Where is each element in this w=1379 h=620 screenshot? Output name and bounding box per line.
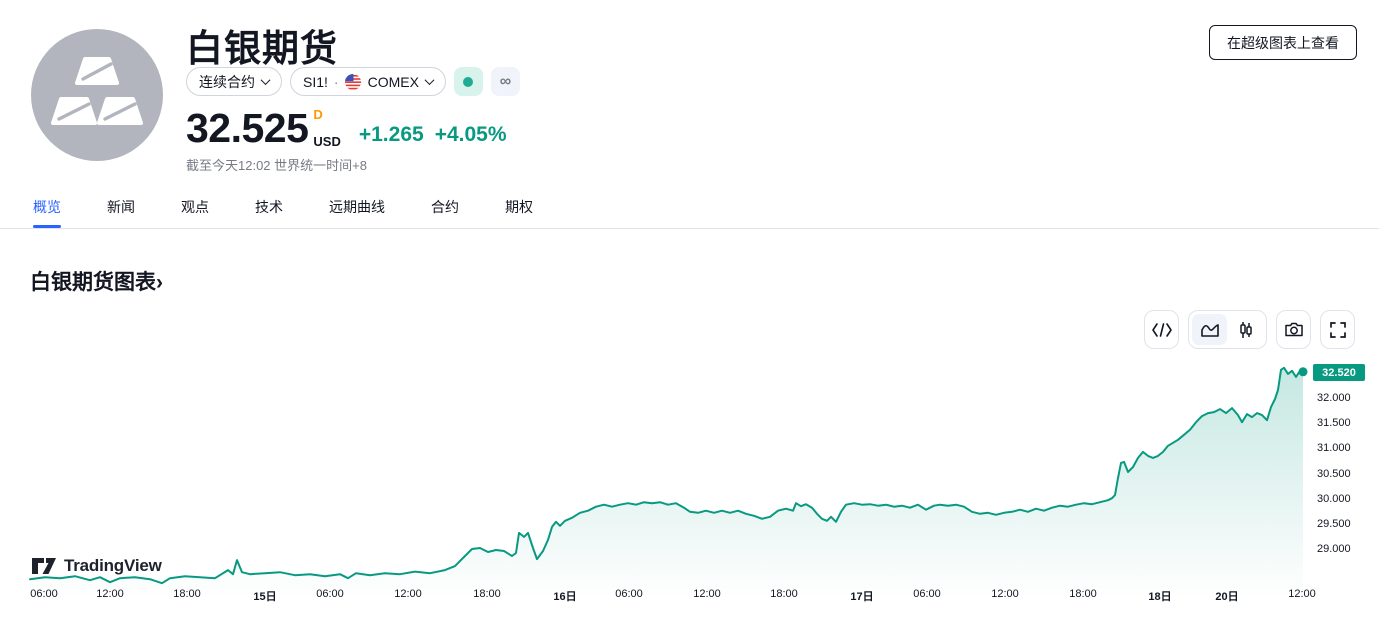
time-axis-label: 12:00 bbox=[693, 588, 721, 600]
continuous-contract-button[interactable]: ∞ bbox=[490, 67, 520, 96]
price-axis-label: 29.000 bbox=[1317, 543, 1351, 555]
last-price-badge: 32.520 bbox=[1313, 364, 1365, 381]
exchange-label: COMEX bbox=[367, 73, 419, 90]
currency-label: USD bbox=[313, 134, 341, 149]
symbol-controls: 连续合约 SI1! · bbox=[186, 67, 520, 96]
time-axis-label: 06:00 bbox=[913, 588, 941, 600]
time-axis-label: 06:00 bbox=[30, 588, 58, 600]
timeframe-badge: D bbox=[313, 107, 323, 122]
symbol-exchange-dropdown[interactable]: SI1! · COMEX bbox=[290, 67, 446, 96]
page-tabs: 概览 新闻 观点 技术 远期曲线 合约 期权 bbox=[0, 197, 1379, 229]
change-percent: +4.05% bbox=[434, 123, 507, 146]
price-change: +1.265 +4.05% bbox=[359, 123, 507, 150]
tab-4[interactable]: 远期曲线 bbox=[329, 199, 385, 215]
us-flag-icon bbox=[344, 73, 361, 90]
time-axis-label: 17日 bbox=[850, 591, 874, 603]
open-superchart-button[interactable]: 在超级图表上查看 bbox=[1209, 25, 1357, 60]
price-axis-label: 31.000 bbox=[1317, 442, 1351, 454]
tab-2[interactable]: 观点 bbox=[181, 199, 209, 215]
area-chart-icon bbox=[1200, 323, 1219, 337]
chart-style-switcher bbox=[1188, 310, 1267, 349]
tab-1[interactable]: 新闻 bbox=[107, 199, 135, 215]
time-axis-label: 16日 bbox=[553, 591, 577, 603]
market-open-dot-icon bbox=[463, 76, 474, 87]
time-axis-label: 12:00 bbox=[991, 588, 1019, 600]
change-absolute: +1.265 bbox=[358, 123, 424, 146]
fullscreen-icon bbox=[1329, 321, 1346, 338]
time-axis-label: 18日 bbox=[1148, 591, 1172, 603]
code-icon bbox=[1151, 322, 1172, 337]
time-axis-label: 15日 bbox=[253, 591, 277, 603]
fullscreen-button[interactable] bbox=[1320, 310, 1355, 349]
time-axis-label: 18:00 bbox=[1069, 588, 1097, 600]
tab-0[interactable]: 概览 bbox=[33, 197, 61, 228]
chevron-down-icon bbox=[260, 75, 271, 86]
price-axis-label: 30.000 bbox=[1317, 493, 1351, 505]
time-axis-label: 06:00 bbox=[316, 588, 344, 600]
time-axis-label: 20日 bbox=[1215, 591, 1239, 603]
tradingview-logo-icon bbox=[32, 558, 56, 574]
as-of-timestamp: 截至今天12:02 世界统一时间+8 bbox=[186, 158, 367, 173]
time-axis-label: 12:00 bbox=[394, 588, 422, 600]
snapshot-button[interactable] bbox=[1276, 310, 1311, 349]
price-block: 32.525 D USD +1.265 +4.05% bbox=[186, 106, 507, 150]
silver-ingots-icon bbox=[51, 57, 143, 125]
time-axis-label: 06:00 bbox=[615, 588, 643, 600]
infinity-icon: ∞ bbox=[499, 72, 512, 90]
tradingview-attribution[interactable]: TradingView bbox=[31, 556, 162, 576]
embed-code-button[interactable] bbox=[1144, 310, 1179, 349]
tradingview-logo-text: TradingView bbox=[64, 556, 162, 575]
separator-dot: · bbox=[333, 73, 339, 90]
candles-chart-style-button[interactable] bbox=[1228, 314, 1263, 345]
chevron-down-icon bbox=[424, 75, 435, 86]
page-title: 白银期货 bbox=[186, 28, 338, 69]
chart-section-link[interactable]: 白银期货图表› bbox=[30, 271, 163, 294]
time-axis-label: 12:00 bbox=[1288, 588, 1316, 600]
price-axis-label: 32.000 bbox=[1317, 392, 1351, 404]
candlestick-icon bbox=[1239, 321, 1252, 338]
last-price-dot bbox=[1298, 367, 1308, 377]
price-axis-label: 31.500 bbox=[1317, 417, 1351, 429]
tab-3[interactable]: 技术 bbox=[255, 199, 283, 215]
time-axis-label: 18:00 bbox=[770, 588, 798, 600]
market-status-button[interactable] bbox=[453, 67, 483, 96]
price-line bbox=[29, 366, 1304, 585]
contract-type-dropdown[interactable]: 连续合约 bbox=[186, 67, 282, 96]
chart-toolbar bbox=[1144, 310, 1355, 349]
time-axis-label: 18:00 bbox=[173, 588, 201, 600]
symbol-label: SI1! bbox=[303, 73, 328, 90]
price-axis-label: 30.500 bbox=[1317, 468, 1351, 480]
last-price: 32.525 bbox=[186, 105, 309, 151]
area-fill bbox=[30, 367, 1303, 598]
contract-type-label: 连续合约 bbox=[199, 73, 255, 90]
time-axis-label: 12:00 bbox=[96, 588, 124, 600]
silver-futures-logo bbox=[31, 29, 163, 161]
area-chart-style-button[interactable] bbox=[1192, 314, 1227, 345]
time-axis-label: 18:00 bbox=[473, 588, 501, 600]
camera-icon bbox=[1284, 322, 1303, 337]
price-axis-label: 29.500 bbox=[1317, 518, 1351, 530]
tab-6[interactable]: 期权 bbox=[505, 199, 533, 215]
tab-5[interactable]: 合约 bbox=[431, 199, 459, 215]
price-chart-canvas[interactable] bbox=[0, 340, 1379, 620]
